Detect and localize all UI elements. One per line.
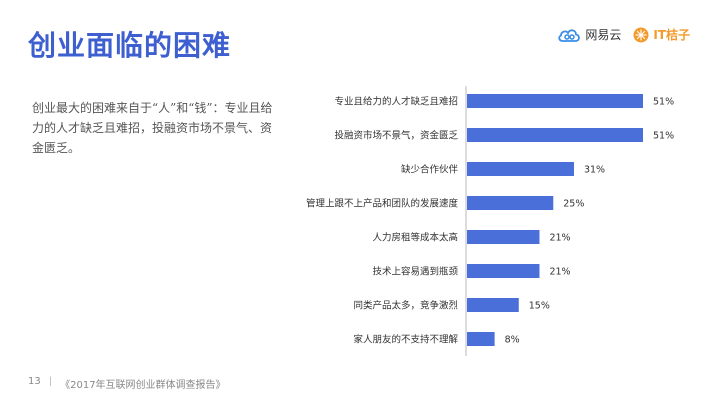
data-label: 21% <box>549 267 570 278</box>
bar <box>467 94 643 108</box>
data-label: 25% <box>563 199 584 210</box>
netease-logo-text: 网易云 <box>585 28 622 42</box>
category-label: 同类产品太多，竞争激烈 <box>353 300 458 312</box>
report-source: 《2017年互联网创业群体调查报告》 <box>60 380 226 391</box>
bar <box>467 264 540 278</box>
category-label: 投融资市场不景气，资金匮乏 <box>334 130 458 142</box>
data-label: 8% <box>505 335 520 346</box>
category-label: 家人朋友的不支持不理解 <box>353 334 458 346</box>
bar <box>467 162 574 176</box>
description-text: 创业最大的困难来自于“人”和“钱”：专业且给力的人才缺乏且难招，投融资市场不景气… <box>32 101 273 155</box>
data-label: 51% <box>653 131 674 142</box>
data-label: 51% <box>653 97 674 108</box>
logo-group: 网易云 IT桔子 <box>557 26 690 43</box>
netease-cloud-logo: 网易云 <box>557 26 621 43</box>
data-label: 21% <box>549 233 570 244</box>
it-juzi-logo: IT桔子 <box>633 26 690 43</box>
footer-separator: | <box>48 376 53 387</box>
category-label: 专业且给力的人才缺乏且难招 <box>334 96 458 108</box>
page-number: 13 <box>28 376 41 387</box>
category-label: 人力房租等成本太高 <box>372 232 458 244</box>
bar <box>467 230 540 244</box>
page-title: 创业面临的困难 <box>28 29 232 62</box>
bar <box>467 128 643 142</box>
data-label: 15% <box>529 301 550 312</box>
bar <box>467 332 495 346</box>
category-label: 管理上跟不上产品和团队的发展速度 <box>306 198 459 210</box>
bar <box>467 196 554 210</box>
bar-chart: 专业且给力的人才缺乏且难招 51% 投融资市场不景气，资金匮乏 51% 缺少合作伙伴 31… <box>306 86 674 356</box>
bar <box>467 298 519 312</box>
category-label: 技术上容易遇到瓶颈 <box>372 266 458 278</box>
cloud-icon <box>558 28 581 42</box>
it-juzi-logo-text: IT桔子 <box>653 28 690 42</box>
orange-icon <box>633 27 649 42</box>
data-label: 31% <box>584 165 605 176</box>
footer: 13 | 《2017年互联网创业群体调查报告》 <box>28 376 226 391</box>
category-label: 缺少合作伙伴 <box>401 164 459 176</box>
